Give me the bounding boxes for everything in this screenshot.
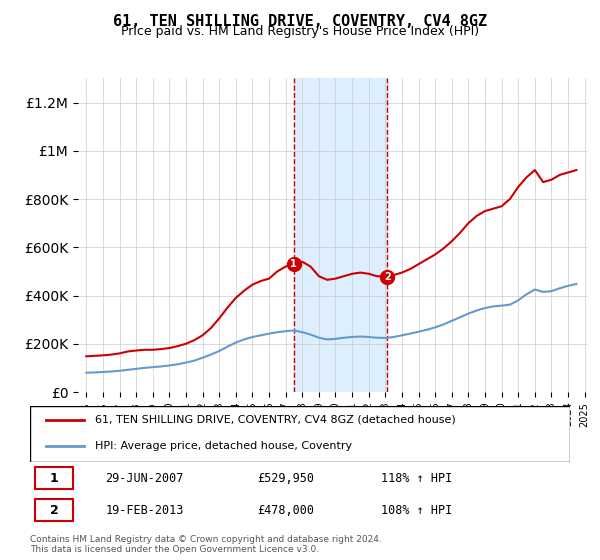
Text: 118% ↑ HPI: 118% ↑ HPI: [381, 472, 452, 485]
Text: £478,000: £478,000: [257, 504, 314, 517]
Text: Price paid vs. HM Land Registry's House Price Index (HPI): Price paid vs. HM Land Registry's House …: [121, 25, 479, 38]
Text: 2: 2: [384, 272, 391, 282]
Text: 19-FEB-2013: 19-FEB-2013: [106, 504, 184, 517]
Text: 2: 2: [50, 504, 59, 517]
FancyBboxPatch shape: [35, 500, 73, 521]
Text: 29-JUN-2007: 29-JUN-2007: [106, 472, 184, 485]
FancyBboxPatch shape: [30, 406, 570, 462]
Text: 1: 1: [50, 472, 59, 485]
Text: HPI: Average price, detached house, Coventry: HPI: Average price, detached house, Cove…: [95, 441, 352, 451]
Text: 61, TEN SHILLING DRIVE, COVENTRY, CV4 8GZ (detached house): 61, TEN SHILLING DRIVE, COVENTRY, CV4 8G…: [95, 415, 455, 425]
Text: £529,950: £529,950: [257, 472, 314, 485]
Bar: [294, 78, 388, 392]
Text: 61, TEN SHILLING DRIVE, COVENTRY, CV4 8GZ: 61, TEN SHILLING DRIVE, COVENTRY, CV4 8G…: [113, 14, 487, 29]
Text: Contains HM Land Registry data © Crown copyright and database right 2024.
This d: Contains HM Land Registry data © Crown c…: [30, 535, 382, 554]
FancyBboxPatch shape: [35, 467, 73, 489]
Text: 108% ↑ HPI: 108% ↑ HPI: [381, 504, 452, 517]
Text: 1: 1: [290, 259, 297, 269]
